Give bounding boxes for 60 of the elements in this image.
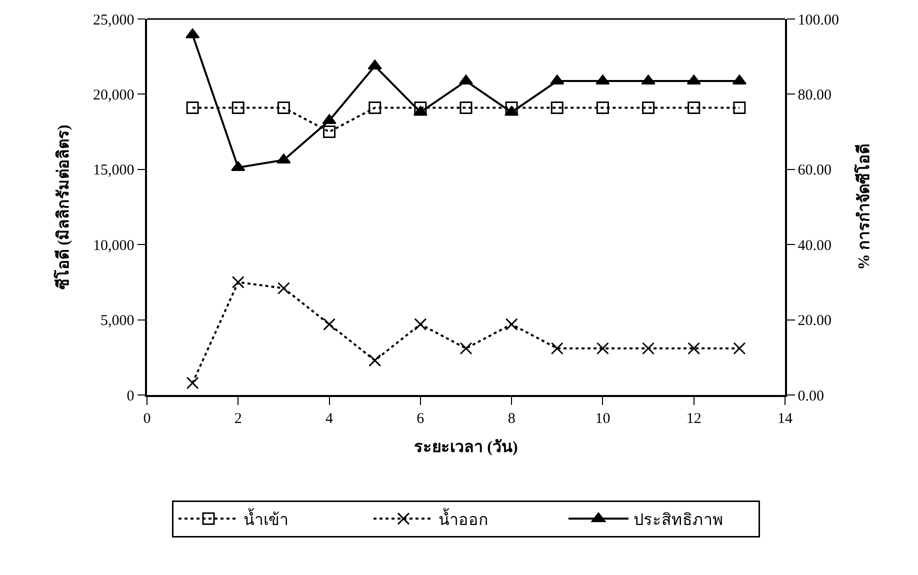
point xyxy=(688,342,700,355)
x-tick-label: 8 xyxy=(508,410,516,427)
point xyxy=(460,342,472,355)
legend-label: ประสิทธิภาพ xyxy=(634,512,724,529)
y-axis-title: ซีโอดี (มิลลิกรัมต่อลิตร) xyxy=(52,124,72,290)
point xyxy=(186,376,199,390)
point xyxy=(323,126,336,138)
x-tick-label: 2 xyxy=(234,410,242,427)
point xyxy=(550,101,564,114)
legend-label: น้ำเข้า xyxy=(244,508,288,529)
point xyxy=(641,74,656,85)
point xyxy=(232,101,244,114)
point xyxy=(688,101,700,114)
point xyxy=(368,101,382,114)
point xyxy=(642,101,655,114)
point xyxy=(323,318,336,331)
y-tick-label: 5,000 xyxy=(100,313,134,330)
y-tick-label: 15,000 xyxy=(93,162,134,179)
y2-tick-label: 40.00 xyxy=(798,238,832,254)
x-tick-label: 4 xyxy=(326,410,334,427)
point xyxy=(368,354,382,367)
y2-tick-label: 0.00 xyxy=(798,388,824,404)
point xyxy=(414,101,427,114)
legend-label: น้ำออก xyxy=(438,508,488,529)
y2-tick-label: 80.00 xyxy=(798,87,832,104)
point xyxy=(414,318,427,331)
point xyxy=(733,101,746,114)
point xyxy=(505,101,518,114)
point xyxy=(505,318,518,331)
point xyxy=(322,114,336,124)
x-tick-label: 14 xyxy=(778,410,793,427)
point xyxy=(642,342,655,355)
point xyxy=(186,101,199,114)
point xyxy=(550,342,564,355)
y-tick-label: 20,000 xyxy=(93,87,134,104)
point xyxy=(232,276,244,288)
point xyxy=(458,74,474,85)
x-tick-label: 0 xyxy=(143,410,151,427)
point xyxy=(277,282,290,294)
y-tick-label: 10,000 xyxy=(93,238,134,254)
y2-tick-label: 20.00 xyxy=(798,313,832,330)
y2-axis-title: % การกำจัดซีโอดี xyxy=(853,144,874,270)
point xyxy=(231,161,246,172)
y2-tick-label: 100.00 xyxy=(798,12,839,28)
y-tick-label: 0 xyxy=(126,388,134,404)
point xyxy=(733,342,746,355)
y-tick-label: 25,000 xyxy=(93,12,134,28)
point xyxy=(732,74,747,85)
point xyxy=(596,74,610,85)
x-tick-label: 10 xyxy=(595,410,610,427)
x-tick-label: 12 xyxy=(686,410,702,427)
point xyxy=(460,101,472,114)
x-axis-title: ระยะเวลา (วัน) xyxy=(414,438,518,456)
point xyxy=(596,101,609,114)
point xyxy=(277,101,290,114)
point xyxy=(686,74,701,85)
y2-tick-label: 60.00 xyxy=(798,162,832,179)
point xyxy=(596,342,609,355)
x-tick-label: 6 xyxy=(416,410,425,427)
point xyxy=(550,74,564,85)
